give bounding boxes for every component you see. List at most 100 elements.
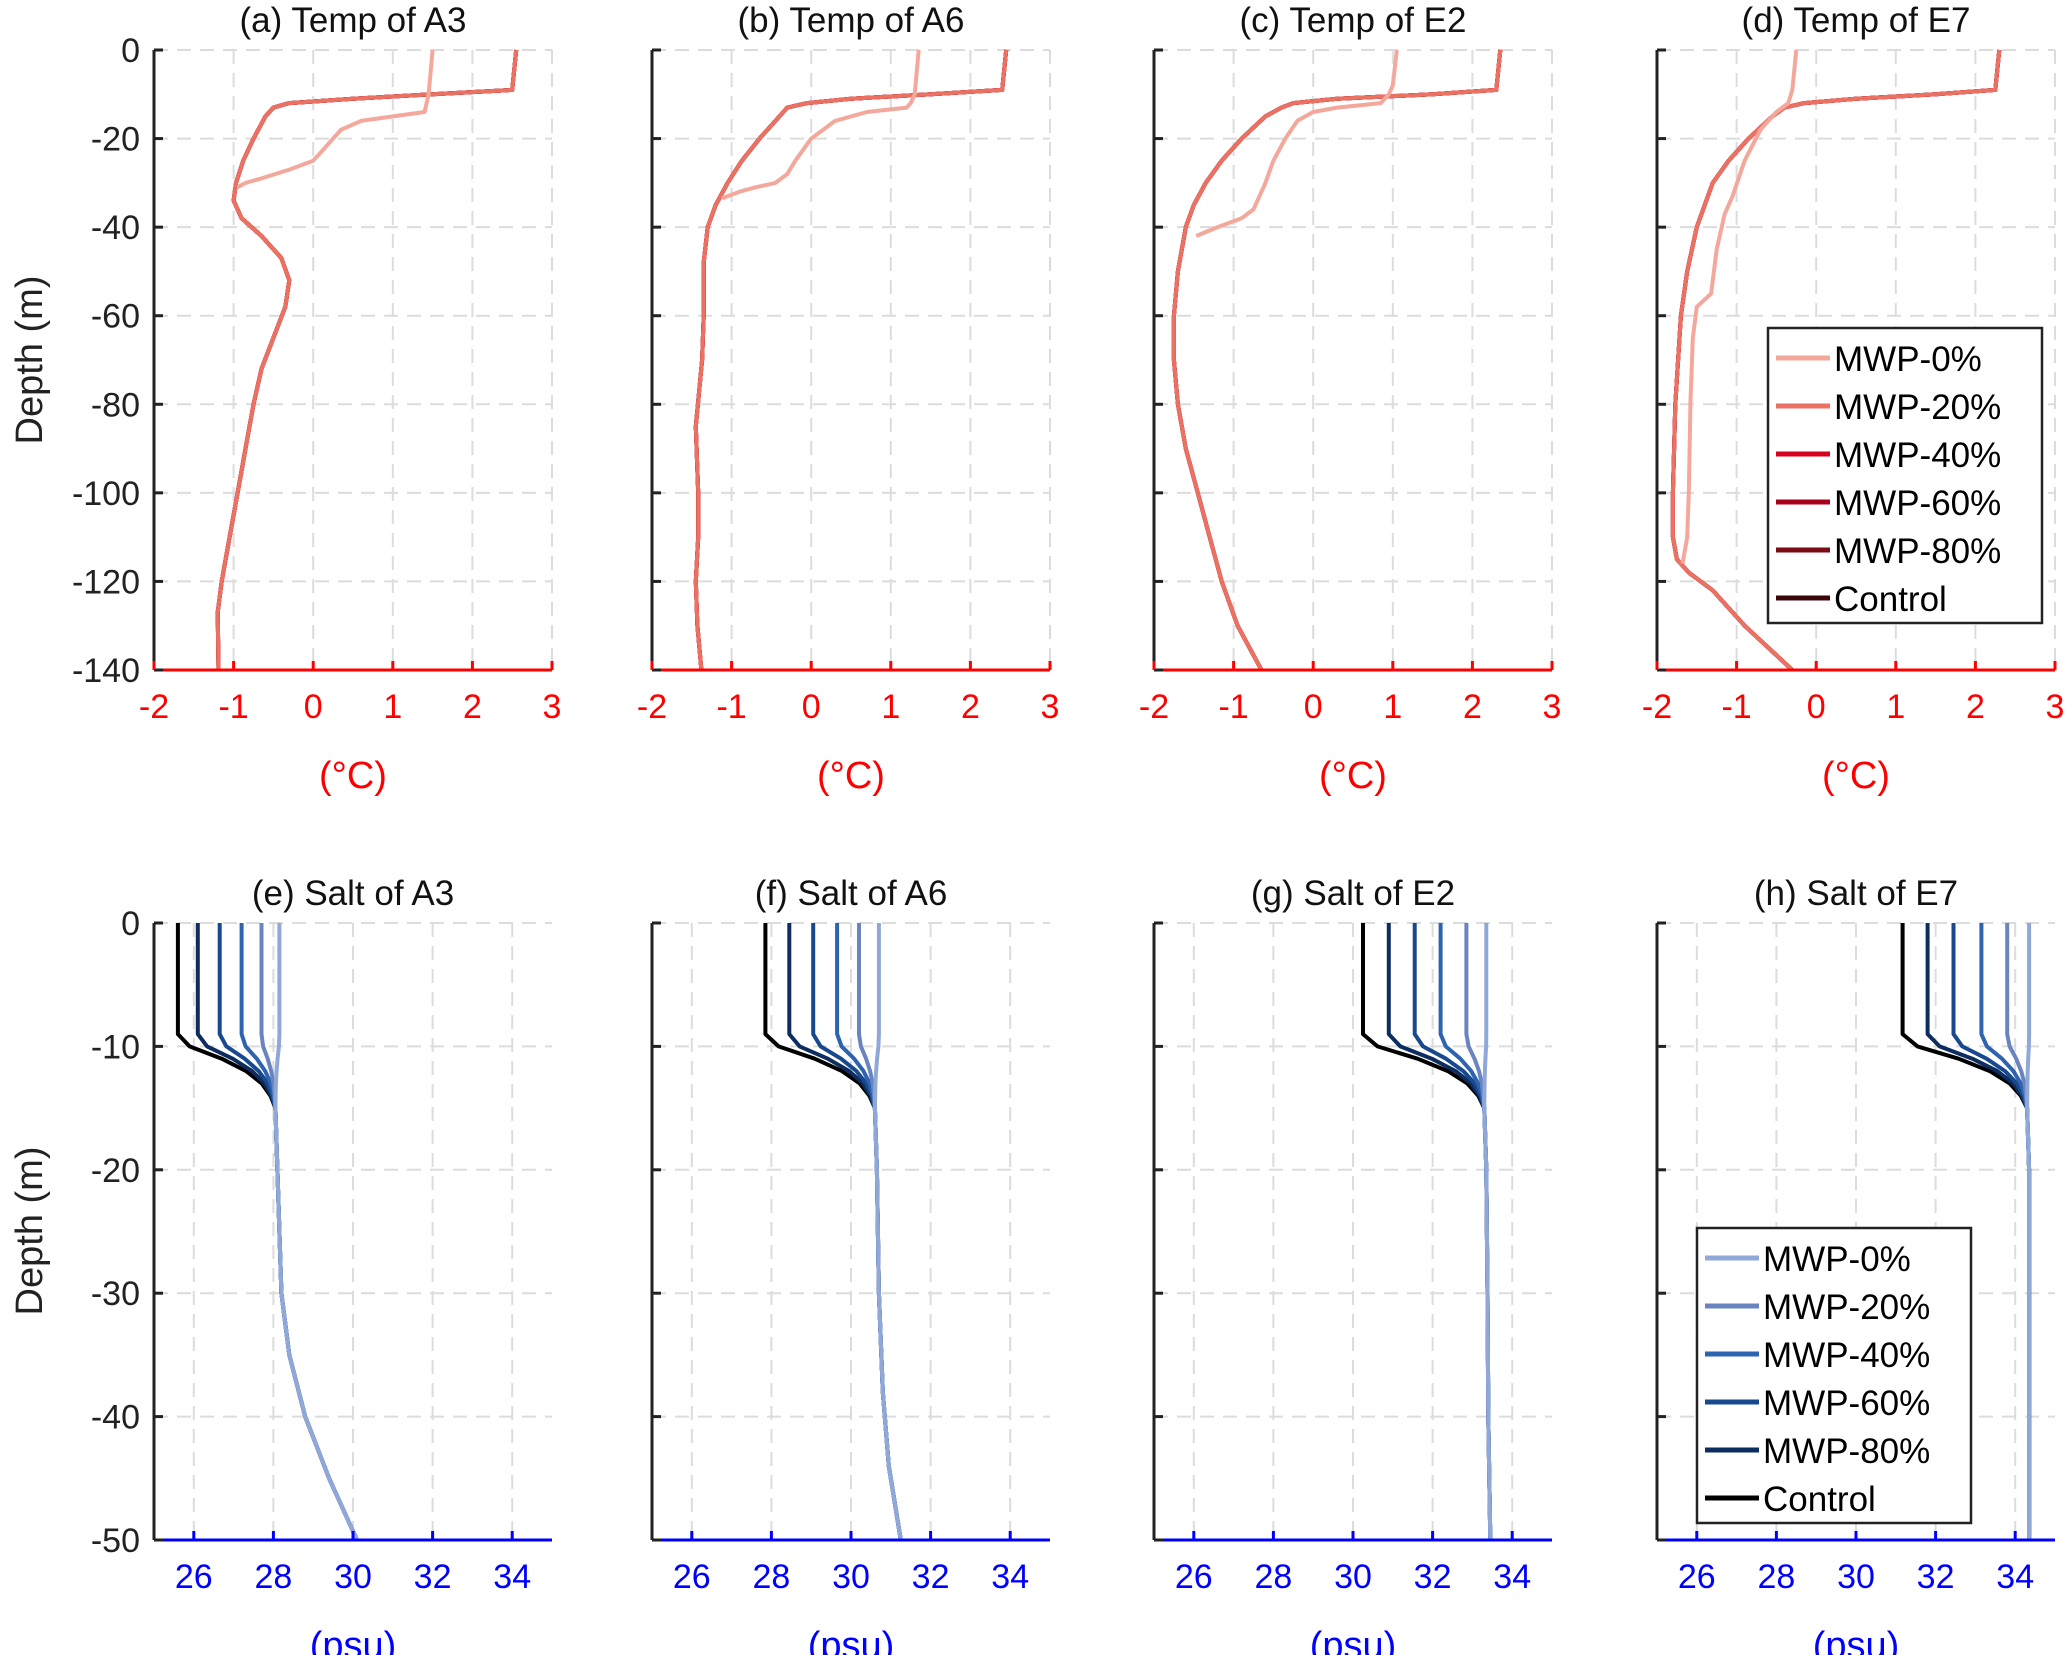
series-line-mwp-80pct xyxy=(693,49,1009,671)
legend-box xyxy=(1766,326,2044,625)
x-tick-label: 32 xyxy=(1414,1558,1452,1596)
x-tick-label: -2 xyxy=(1642,688,1672,726)
legend-label: MWP-40% xyxy=(1763,1336,1930,1375)
panel-title: (e) Salt of A3 xyxy=(252,874,454,913)
series-line-control xyxy=(1171,49,1503,671)
legend: MWP-0% MWP-20% MWP-40% MWP-60% MWP-80% Contro… xyxy=(1766,326,2044,625)
x-tick-label: 26 xyxy=(1678,1558,1716,1596)
series-line-mwp-60pct xyxy=(1171,49,1503,671)
x-tick-label: 2 xyxy=(1966,688,1985,726)
legend-label: MWP-20% xyxy=(1763,1288,1930,1327)
x-axis-label: (psu) xyxy=(808,1625,895,1655)
panel-c: -2 -1 0 1 2 3 (c) Temp of E2 (°C) xyxy=(1139,1,1562,797)
x-tick-label: 28 xyxy=(1757,1558,1795,1596)
panel-h: 26 28 30 32 34 (h) Salt of E7 (psu) MWP-0% MWP-2… xyxy=(1655,874,2055,1655)
x-axis-label: (psu) xyxy=(1813,1625,1900,1655)
y-tick-label: -20 xyxy=(91,121,140,159)
x-tick-label: -2 xyxy=(139,688,169,726)
x-tick-label: -1 xyxy=(1218,688,1248,726)
x-tick-label: 26 xyxy=(1175,1558,1213,1596)
series-line-mwp-20pct xyxy=(259,923,359,1541)
panel-title: (g) Salt of E2 xyxy=(1251,874,1455,913)
x-axis-label: (psu) xyxy=(1310,1625,1397,1655)
panel-g: 26 28 30 32 34 (g) Salt of E2 (psu) xyxy=(1152,874,1552,1655)
x-tick-label: 34 xyxy=(493,1558,531,1596)
x-tick-label: 34 xyxy=(1493,1558,1531,1596)
x-tick-label: 2 xyxy=(961,688,980,726)
series-line-mwp-0pct xyxy=(1680,49,1799,565)
y-tick-label: 0 xyxy=(121,905,140,943)
x-axis-label: (psu) xyxy=(310,1625,397,1655)
series-line-mwp-20pct xyxy=(215,49,519,671)
x-axis-label: (°C) xyxy=(1822,755,1890,797)
x-tick-label: 30 xyxy=(1837,1558,1875,1596)
y-tick-label: -20 xyxy=(91,1152,140,1190)
x-tick-label: 0 xyxy=(802,688,821,726)
panel-d: -2 -1 0 1 2 3(d) Temp of E7(°C)MWP-0%MWP-20%M… xyxy=(1642,1,2065,797)
x-tick-label: 3 xyxy=(1041,688,1060,726)
series-line-mwp-40pct xyxy=(835,923,903,1541)
panel-a: -2 -1 0 1 2 3 0 -20 -40 -60 -80 -100 -120 -140 (a) Tem… xyxy=(72,1,562,797)
series-line-mwp-0pct xyxy=(273,923,359,1541)
x-tick-label: -1 xyxy=(1721,688,1751,726)
series-line-mwp-20pct xyxy=(2005,923,2032,1540)
series-line-mwp-40pct xyxy=(693,49,1009,671)
y-tick-label: -100 xyxy=(72,475,140,513)
series-line-mwp-0pct xyxy=(2025,923,2032,1540)
x-tick-label: 26 xyxy=(175,1558,213,1596)
panel-title: (h) Salt of E7 xyxy=(1754,874,1958,913)
x-tick-label: -1 xyxy=(716,688,746,726)
x-tick-label: 1 xyxy=(881,688,900,726)
legend-label: MWP-80% xyxy=(1834,532,2001,571)
legend-label: Control xyxy=(1763,1480,1876,1519)
x-tick-label: 28 xyxy=(254,1558,292,1596)
y-tick-label: -50 xyxy=(91,1522,140,1560)
x-tick-label: 30 xyxy=(1334,1558,1372,1596)
x-tick-label: 2 xyxy=(463,688,482,726)
series-line-mwp-0pct xyxy=(721,49,921,201)
legend-label: MWP-0% xyxy=(1834,340,1982,379)
panel-title: (a) Temp of A3 xyxy=(240,1,467,40)
legend-label: MWP-20% xyxy=(1834,388,2001,427)
x-tick-label: 1 xyxy=(383,688,402,726)
series-line-mwp-0pct xyxy=(1195,49,1399,238)
series-line-mwp-40pct xyxy=(239,923,359,1541)
x-tick-label: 3 xyxy=(2046,688,2065,726)
x-tick-label: 26 xyxy=(673,1558,711,1596)
series-line-control xyxy=(175,923,359,1541)
series-line-mwp-0pct xyxy=(1482,923,1493,1541)
series-line-mwp-0pct xyxy=(872,923,903,1541)
panel-b: -2 -1 0 1 2 3 (b) Temp of A6 (°C) xyxy=(637,1,1060,797)
x-tick-label: 0 xyxy=(304,688,323,726)
x-tick-label: -2 xyxy=(637,688,667,726)
x-tick-label: 34 xyxy=(991,1558,1029,1596)
x-axis-label: (°C) xyxy=(319,755,387,797)
series-line-mwp-40pct xyxy=(1171,49,1503,671)
series-line-control xyxy=(693,49,1009,671)
series-line-mwp-0pct xyxy=(236,49,435,190)
legend-label: Control xyxy=(1834,580,1947,619)
x-tick-label: 0 xyxy=(1807,688,1826,726)
legend-label: MWP-60% xyxy=(1763,1384,1930,1423)
y-tick-label: -40 xyxy=(91,1399,140,1437)
series-line-mwp-20pct xyxy=(693,49,1009,671)
legend: MWP-0% MWP-20% MWP-40% MWP-60% MWP-80% Contro… xyxy=(1695,1226,1973,1525)
legend-label: MWP-40% xyxy=(1834,436,2001,475)
x-tick-label: 34 xyxy=(1996,1558,2034,1596)
x-tick-label: 30 xyxy=(832,1558,870,1596)
panel-title: (c) Temp of E2 xyxy=(1240,1,1467,40)
panel-title: (b) Temp of A6 xyxy=(738,1,965,40)
panel-title: (d) Temp of E7 xyxy=(1742,1,1971,40)
y-tick-label: -40 xyxy=(91,209,140,247)
x-axis-label: (°C) xyxy=(817,755,885,797)
x-axis-label: (°C) xyxy=(1319,755,1387,797)
x-tick-label: 3 xyxy=(1543,688,1562,726)
x-tick-label: 3 xyxy=(543,688,562,726)
y-tick-label: 0 xyxy=(121,32,140,70)
legend-box xyxy=(1695,1226,1973,1525)
legend-label: MWP-80% xyxy=(1763,1432,1930,1471)
y-tick-label: -60 xyxy=(91,298,140,336)
x-tick-label: 32 xyxy=(912,1558,950,1596)
legend-label: MWP-0% xyxy=(1763,1240,1911,1279)
